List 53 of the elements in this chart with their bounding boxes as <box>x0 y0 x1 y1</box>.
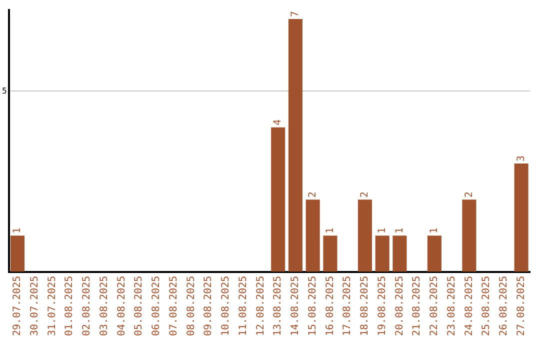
bar <box>392 236 407 272</box>
x-tick-label: 19.08.2025 <box>376 276 388 336</box>
bar <box>375 236 390 272</box>
x-tick-label: 04.08.2025 <box>116 276 128 336</box>
bar <box>10 236 25 272</box>
data-label: 7 <box>290 10 302 18</box>
x-tick-label: 27.08.2025 <box>516 276 527 336</box>
x-tick-label: 06.08.2025 <box>151 276 162 336</box>
bar <box>288 19 302 272</box>
x-tick-label: 08.08.2025 <box>186 276 197 336</box>
x-tick-label: 17.08.2025 <box>342 276 354 336</box>
data-label: 1 <box>394 228 406 234</box>
bar <box>462 200 476 272</box>
bar <box>514 163 528 272</box>
data-label: 4 <box>272 119 284 126</box>
x-tick-label: 01.08.2025 <box>64 276 76 336</box>
x-tick-label: 05.08.2025 <box>134 276 145 336</box>
data-label: 2 <box>360 192 371 198</box>
x-tick-label: 15.08.2025 <box>307 276 318 336</box>
x-tick-label: 11.08.2025 <box>238 276 249 336</box>
x-tick-label: 26.08.2025 <box>498 276 510 336</box>
x-tick-label: 02.08.2025 <box>82 276 93 336</box>
y-tick-label: 5 <box>2 86 7 96</box>
x-tick-label: 24.08.2025 <box>464 276 475 336</box>
bar <box>306 200 320 272</box>
x-tick-label: 25.08.2025 <box>481 276 492 336</box>
x-tick-label: 12.08.2025 <box>255 276 266 336</box>
x-tick-label: 09.08.2025 <box>203 276 214 336</box>
x-tick-label: 14.08.2025 <box>290 276 302 336</box>
x-tick-label: 22.08.2025 <box>429 276 440 336</box>
bar <box>323 236 338 272</box>
x-tick-label: 13.08.2025 <box>272 276 284 336</box>
x-tick-label: 23.08.2025 <box>446 276 458 336</box>
data-label: 3 <box>516 155 527 162</box>
data-label: 1 <box>376 228 388 234</box>
x-tick-label: 03.08.2025 <box>98 276 110 336</box>
x-tick-label: 21.08.2025 <box>412 276 423 336</box>
x-tick-label: 30.07.2025 <box>29 276 40 336</box>
x-tick-label: 31.07.2025 <box>46 276 58 336</box>
x-tick-label: 20.08.2025 <box>394 276 406 336</box>
data-label: 2 <box>464 192 475 198</box>
x-tick-label: 18.08.2025 <box>360 276 371 336</box>
x-tick-label: 10.08.2025 <box>220 276 232 336</box>
data-label: 1 <box>12 228 24 234</box>
x-tick-label: 07.08.2025 <box>168 276 180 336</box>
bar <box>358 200 372 272</box>
x-tick-label: 29.07.2025 <box>12 276 24 336</box>
data-label: 1 <box>324 228 336 234</box>
bar <box>271 127 286 272</box>
data-label: 1 <box>429 228 440 234</box>
bar <box>427 236 442 272</box>
x-tick-label: 16.08.2025 <box>324 276 336 336</box>
data-label: 2 <box>307 192 318 198</box>
